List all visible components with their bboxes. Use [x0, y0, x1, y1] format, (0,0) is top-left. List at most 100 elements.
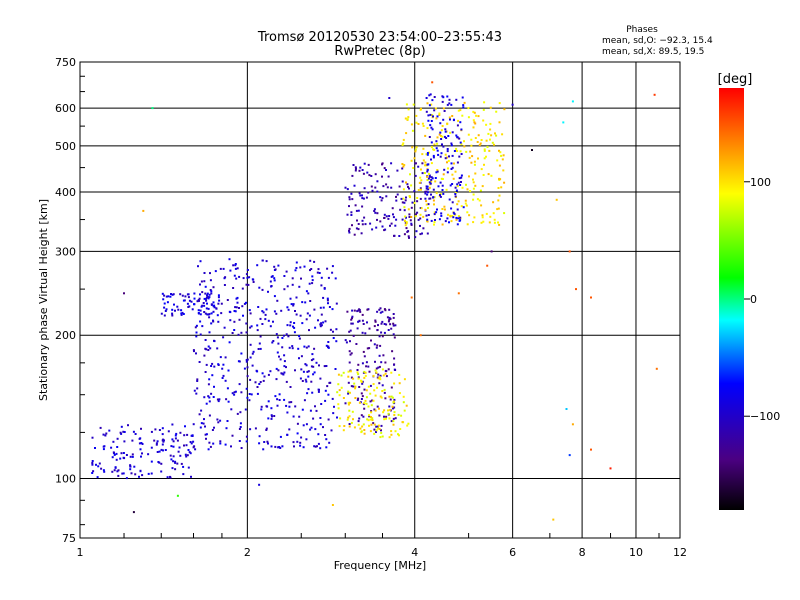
data-point — [347, 403, 350, 406]
data-point — [361, 382, 364, 385]
data-point — [200, 305, 203, 308]
data-point — [174, 468, 177, 471]
data-point — [452, 162, 455, 165]
data-point — [271, 415, 273, 418]
data-point — [381, 390, 384, 392]
data-point — [483, 101, 486, 104]
data-point — [376, 425, 379, 428]
data-point — [410, 222, 413, 225]
data-point — [491, 141, 494, 144]
data-point — [370, 423, 373, 426]
data-point — [440, 138, 443, 140]
data-point — [332, 330, 334, 333]
data-point — [206, 294, 208, 297]
data-point — [99, 426, 102, 429]
data-point — [457, 109, 460, 112]
data-point — [275, 378, 278, 381]
data-point — [409, 219, 412, 222]
data-point — [239, 422, 242, 425]
data-point — [340, 374, 343, 377]
data-point — [472, 181, 475, 184]
data-point — [390, 371, 393, 374]
data-point — [411, 201, 414, 204]
data-point — [112, 440, 115, 443]
data-point — [328, 381, 331, 384]
data-point — [155, 442, 158, 445]
data-point — [339, 417, 342, 420]
data-point — [300, 355, 303, 358]
data-point — [311, 391, 314, 394]
data-point — [433, 203, 435, 206]
data-point — [357, 376, 360, 379]
data-point — [222, 336, 225, 339]
data-point — [488, 149, 491, 152]
data-point — [199, 426, 202, 429]
data-point — [258, 286, 261, 289]
data-point — [435, 147, 438, 150]
data-point — [436, 208, 438, 211]
data-point — [385, 323, 388, 326]
data-point — [241, 305, 244, 308]
data-point — [375, 226, 378, 229]
data-point — [372, 399, 375, 402]
data-point — [231, 392, 234, 395]
data-point — [193, 292, 196, 295]
data-point — [222, 374, 225, 377]
data-point — [447, 213, 449, 216]
data-point — [235, 277, 238, 280]
data-point — [165, 295, 168, 298]
data-point — [201, 291, 204, 294]
data-point — [352, 418, 354, 421]
data-point — [410, 296, 413, 299]
data-point — [362, 323, 365, 325]
data-point — [216, 314, 219, 317]
data-point — [459, 184, 462, 186]
data-point — [140, 442, 143, 444]
data-point — [235, 297, 238, 300]
data-point — [452, 216, 455, 219]
data-point — [352, 385, 355, 388]
data-point — [403, 201, 406, 204]
data-point — [391, 350, 394, 353]
data-point — [288, 346, 291, 349]
data-point — [430, 158, 432, 161]
data-point — [427, 191, 429, 194]
data-point — [384, 361, 387, 364]
data-point — [472, 193, 475, 196]
data-point — [219, 267, 222, 270]
data-point — [350, 318, 353, 321]
data-point — [177, 450, 180, 453]
data-point — [314, 405, 316, 408]
data-point — [286, 433, 289, 436]
data-point — [499, 178, 502, 181]
data-point — [221, 367, 224, 370]
data-point — [368, 370, 371, 373]
data-point — [203, 304, 206, 307]
data-point — [456, 124, 459, 127]
data-point — [234, 263, 237, 265]
data-point — [207, 395, 210, 398]
data-point — [141, 452, 143, 455]
data-point — [174, 309, 176, 312]
data-point — [160, 312, 163, 315]
data-point — [199, 313, 202, 316]
data-point — [337, 383, 340, 386]
data-point — [139, 437, 142, 440]
data-point — [228, 258, 231, 261]
data-point — [267, 290, 269, 293]
data-point — [340, 386, 343, 389]
data-point — [267, 319, 270, 322]
data-point — [405, 221, 408, 224]
data-point — [363, 162, 366, 165]
data-point — [442, 145, 445, 148]
data-point — [428, 94, 431, 97]
data-point — [314, 428, 317, 431]
data-point — [345, 341, 348, 344]
data-point — [314, 445, 317, 448]
data-point — [388, 316, 391, 319]
data-point — [223, 326, 226, 329]
data-point — [347, 401, 350, 404]
data-point — [361, 169, 364, 171]
data-point — [393, 363, 395, 366]
